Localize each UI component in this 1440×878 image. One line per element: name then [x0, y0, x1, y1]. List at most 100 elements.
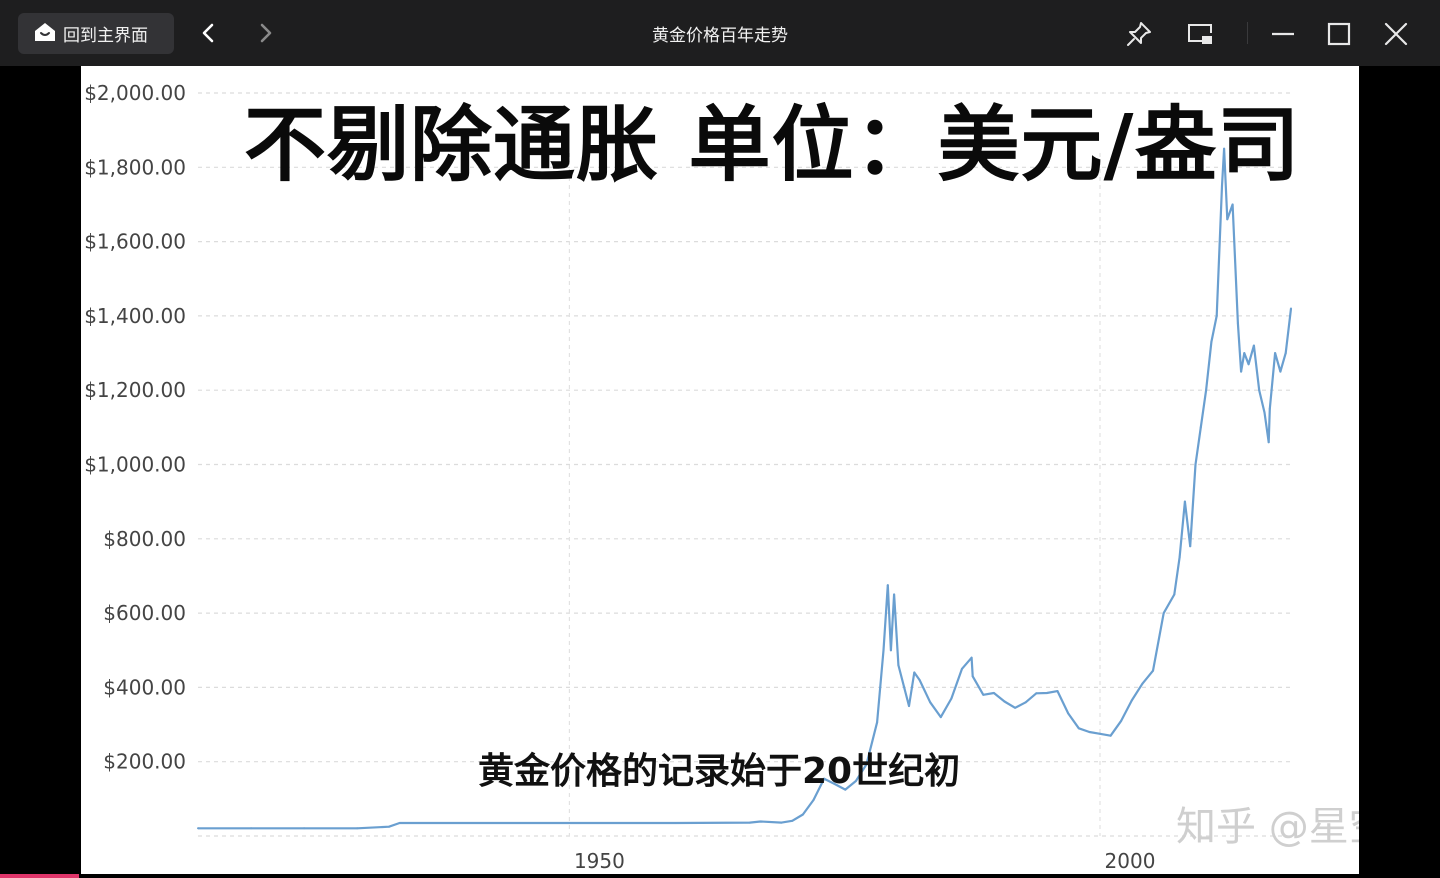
data-point [1263, 411, 1266, 414]
data-point [1194, 463, 1197, 466]
y-tick-label: $800.00 [103, 527, 186, 551]
y-tick-label: $200.00 [103, 750, 186, 774]
watermark: 知乎 @星空 [1176, 804, 1359, 850]
data-point [1141, 682, 1144, 685]
forward-button[interactable] [252, 20, 278, 46]
y-tick-label: $600.00 [103, 601, 186, 625]
data-point [1088, 731, 1091, 733]
data-point [801, 813, 804, 816]
back-button[interactable] [196, 20, 222, 46]
data-point [1178, 556, 1181, 559]
data-point [854, 780, 857, 782]
x-tick-label: 2000 [1105, 849, 1156, 873]
maximize-button[interactable] [1324, 19, 1354, 49]
video-subtitle: 黄金价格的记录始于20世纪初 [478, 751, 961, 792]
data-point [908, 705, 910, 707]
picture-in-picture-button[interactable] [1185, 19, 1215, 49]
data-point [791, 819, 794, 822]
data-point [1035, 692, 1038, 695]
y-tick-label: $1,400.00 [84, 304, 186, 328]
data-point [1099, 732, 1101, 735]
minimize-button[interactable] [1268, 19, 1298, 49]
data-point [882, 649, 885, 652]
data-point [913, 671, 916, 674]
data-point [1236, 322, 1239, 325]
y-tick-label: $1,600.00 [84, 230, 186, 254]
data-point [1199, 426, 1202, 429]
data-point [1183, 500, 1186, 503]
y-tick-label: $2,000.00 [84, 81, 186, 105]
data-point [1189, 545, 1192, 548]
home-button[interactable]: 回到主界面 [18, 13, 174, 54]
data-point [1268, 407, 1271, 410]
data-point [918, 679, 921, 681]
data-point [1120, 719, 1123, 722]
data-point [462, 822, 465, 824]
data-point [674, 822, 677, 824]
y-tick-label: $1,200.00 [84, 378, 186, 402]
data-point [1014, 706, 1017, 709]
data-point [1279, 370, 1282, 373]
data-point [929, 701, 932, 704]
data-point [1162, 612, 1165, 615]
data-point [1221, 184, 1223, 187]
data-point [1252, 344, 1255, 347]
data-point [388, 825, 390, 828]
picture-in-picture-icon [1188, 24, 1212, 44]
x-tick-label: 1950 [574, 849, 625, 873]
data-point [1247, 363, 1250, 366]
data-point [1130, 699, 1133, 702]
playback-progress-bar[interactable] [0, 874, 80, 878]
data-point [356, 827, 359, 830]
data-point [1067, 712, 1070, 715]
data-point [748, 821, 751, 824]
data-point [893, 593, 896, 596]
data-point [1205, 389, 1208, 392]
gold-price-line [198, 147, 1293, 830]
data-point [897, 664, 900, 667]
data-point [1024, 701, 1027, 704]
close-button[interactable] [1381, 19, 1411, 49]
data-point [1152, 669, 1154, 672]
data-point [971, 675, 974, 678]
maximize-icon [1327, 22, 1351, 46]
data-point [250, 827, 253, 830]
data-point [759, 820, 762, 823]
data-point [1243, 352, 1246, 355]
data-point [1045, 692, 1048, 694]
data-point [1109, 734, 1112, 737]
video-bottom-edge [0, 874, 1440, 878]
minimize-icon [1272, 32, 1294, 36]
home-icon [33, 20, 57, 48]
data-point [961, 667, 963, 670]
data-point [398, 822, 401, 824]
data-point [886, 584, 889, 587]
data-point [939, 716, 942, 719]
gold-price-chart: $200.00 $400.00 $600.00 $800.00 $1,000.00 $1,… [84, 81, 1293, 873]
data-point [812, 799, 815, 801]
data-point [1284, 352, 1287, 355]
data-point [780, 821, 783, 824]
data-point [1240, 370, 1243, 373]
y-tick-label: $1,800.00 [84, 155, 186, 179]
title-bar-separator [1247, 22, 1248, 44]
data-point [833, 783, 836, 785]
video-frame[interactable]: $200.00 $400.00 $600.00 $800.00 $1,000.00 $1,… [81, 66, 1359, 874]
data-point [1267, 441, 1270, 444]
data-point [1223, 147, 1226, 150]
data-point [982, 693, 985, 696]
y-tick-label: $1,000.00 [84, 453, 186, 477]
data-point [1231, 203, 1234, 206]
data-point [950, 697, 953, 700]
data-point [876, 721, 879, 724]
back-icon [202, 23, 214, 43]
data-point [303, 827, 306, 830]
video-overlay-title: 不剔除通胀 单位：美元/盎司 [244, 98, 1301, 193]
pin-button[interactable] [1124, 19, 1154, 49]
data-point [1077, 727, 1080, 730]
data-point [1173, 593, 1176, 596]
home-button-label: 回到主界面 [63, 26, 148, 46]
data-point [992, 692, 995, 694]
data-point [1226, 218, 1229, 221]
close-icon [1384, 22, 1408, 46]
